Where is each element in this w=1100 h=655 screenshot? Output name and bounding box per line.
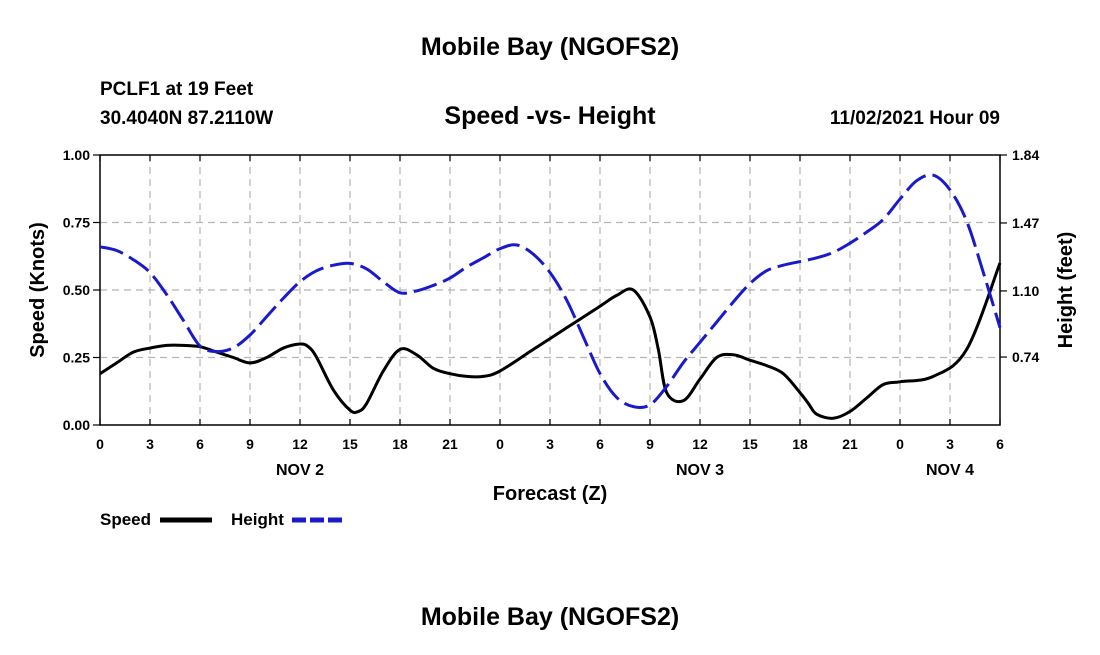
x-tick-label: 12 (292, 436, 308, 452)
x-tick-label: 18 (392, 436, 408, 452)
day-label: NOV 2 (276, 462, 324, 479)
x-tick-label: 9 (646, 436, 654, 452)
x-tick-label: 3 (146, 436, 154, 452)
y2-axis-label: Height (feet) (1055, 232, 1077, 349)
page-title: Mobile Bay (NGOFS2) (421, 33, 679, 61)
y2-tick-label: 0.74 (1012, 349, 1039, 365)
x-tick-label: 12 (692, 436, 708, 452)
y2-tick-label: 1.47 (1012, 215, 1039, 231)
y-axis-label: Speed (Knots) (27, 222, 49, 358)
x-tick-label: 6 (596, 436, 604, 452)
y2-tick-label: 1.10 (1012, 283, 1039, 299)
x-tick-label: 18 (792, 436, 808, 452)
chart-title: Speed -vs- Height (444, 102, 656, 130)
x-tick-label: 15 (342, 436, 358, 452)
y2-tick-label: 1.84 (1012, 147, 1039, 163)
x-tick-label: 9 (246, 436, 254, 452)
station-label: PCLF1 at 19 Feet (100, 79, 254, 100)
x-tick-label: 0 (496, 436, 504, 452)
legend-label-height: Height (231, 510, 284, 529)
series-layer (99, 173, 1002, 420)
y-tick-label: 1.00 (63, 147, 90, 163)
grid (100, 155, 1000, 425)
day-label: NOV 3 (676, 462, 724, 479)
legend: Speed Height (100, 510, 342, 529)
x-axis-label: Forecast (Z) (493, 483, 607, 505)
x-tick-label: 0 (896, 436, 904, 452)
x-tick-label: 6 (196, 436, 204, 452)
y-tick-label: 0.00 (63, 417, 90, 433)
footer-title: Mobile Bay (NGOFS2) (421, 603, 679, 631)
x-tick-label: 6 (996, 436, 1004, 452)
series-line-height (99, 173, 1002, 409)
date-label: 11/02/2021 Hour 09 (830, 108, 1000, 129)
axis-ticks: 0 3 6 9 12 15 18 21 0 3 6 9 12 15 18 21 0 3 6 0.00 0.25 0.50 0… (63, 147, 1040, 479)
series-line-speed (99, 262, 1002, 420)
coordinates-label: 30.4040N 87.2110W (100, 108, 273, 129)
y-tick-label: 0.50 (63, 282, 90, 298)
legend-label-speed: Speed (100, 510, 151, 529)
y-tick-label: 0.75 (63, 215, 90, 231)
x-tick-label: 15 (742, 436, 758, 452)
y-tick-label: 0.25 (63, 350, 90, 366)
x-tick-label: 3 (946, 436, 954, 452)
x-tick-label: 21 (842, 436, 858, 452)
day-label: NOV 4 (926, 462, 974, 479)
x-tick-label: 3 (546, 436, 554, 452)
x-tick-label: 21 (442, 436, 458, 452)
x-tick-label: 0 (96, 436, 104, 452)
